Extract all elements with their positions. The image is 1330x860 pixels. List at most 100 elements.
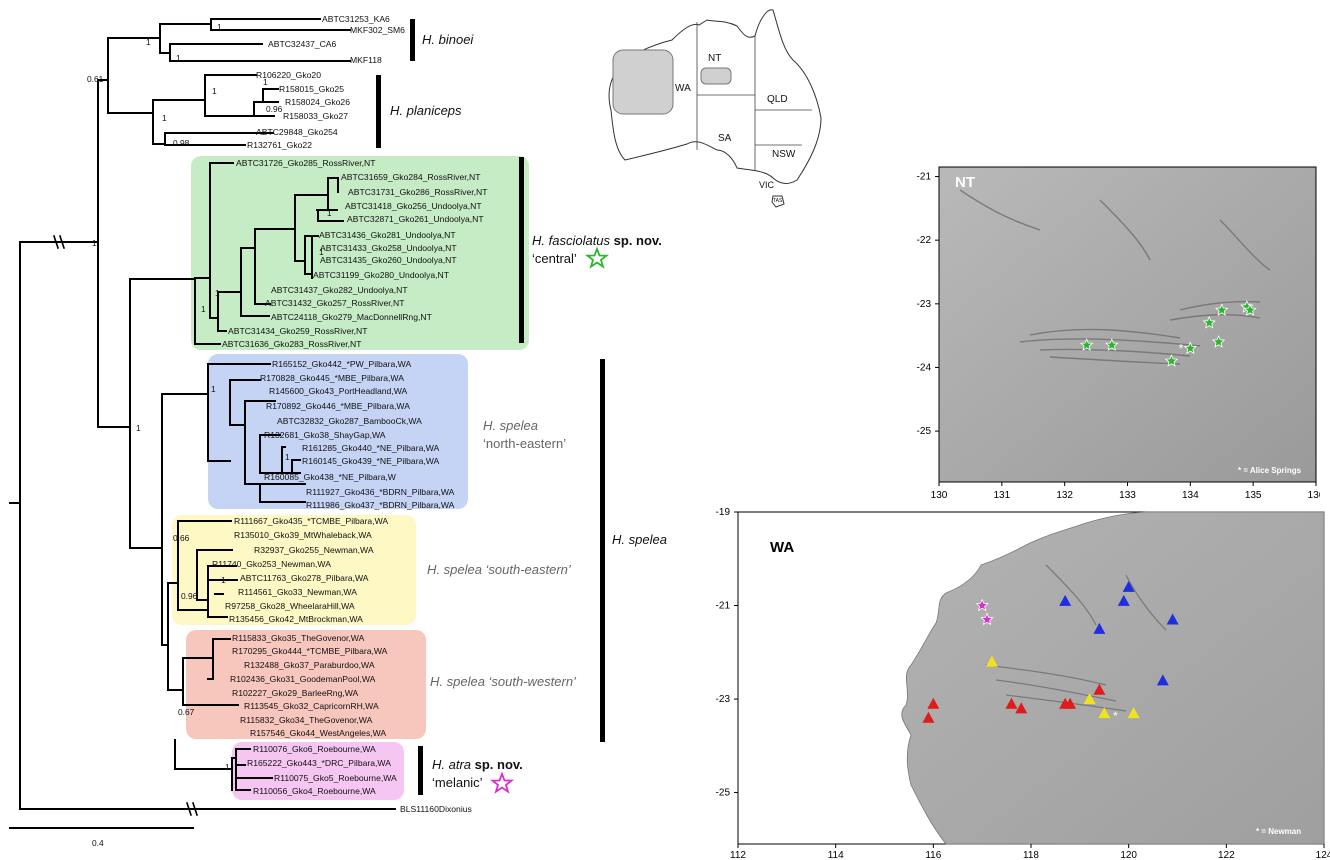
nt-y-tick-label: -22 [917,235,932,246]
nt-map-title: NT [955,174,975,191]
clade-sublabel-melanic: ‘melanic’ [432,775,483,790]
blue-triangle-icon [1117,594,1130,606]
support-value: 1 [212,86,217,96]
green-star-icon [1105,338,1119,351]
nt-map-note: * = Alice Springs [1238,466,1302,475]
wa-ranges [985,564,1167,712]
tip-label: R97258_Gko28_WheelaraHill,WA [225,601,355,611]
green-star-icon [1211,334,1226,348]
tip-label: R114561_Gko33_Newman,WA [238,587,357,597]
red-triangle-icon [1064,697,1077,709]
nt-y-tick-label: -24 [917,362,932,373]
tip-label: ABTC32437_CA6 [268,39,337,49]
support-value: 1 [215,288,220,298]
clade-label-spelea-ne: H. spelea [483,418,538,433]
tip-label: MKF118 [350,55,382,65]
nt-x-tick-label: 135 [1245,490,1262,500]
tip-label: R111927_Gko436_*BDRN_Pilbara,WA [306,487,455,497]
support-value: 1 [285,452,290,462]
wa-locality-points: * [922,580,1179,723]
tip-label: BLS11160Dixonius [400,804,472,814]
green-star-icon [1183,341,1197,355]
nt-locality-points: * [1080,299,1257,367]
tip-label: ABTC31436_Gko281_Undoolya,NT [319,230,456,240]
nt-x-tick-label: 136 [1308,490,1320,500]
clade-box-spelea-south-western [186,630,426,739]
tip-label: R158015_Gko25 [279,84,344,94]
inset-label-nsw: NSW [772,149,796,160]
tip-label: R102227_Gko29_BarleeRng,WA [232,688,359,698]
clade-label-spelea-sw: H. spelea ‘south-western’ [430,674,576,689]
scale-bar-label: 0.4 [92,838,104,848]
tip-label: ABTC31418_Gko256_Undoolya,NT [345,201,482,211]
support-value: 1 [327,208,332,218]
wa-x-tick-label: 112 [730,850,746,860]
clade-bar-fasciolatus [519,157,524,343]
tip-label: ABTC29848_Gko254 [256,127,338,137]
tip-label: MKF302_SM6 [350,25,405,35]
tip-label: R158033_Gko27 [283,111,348,121]
tip-label: ABTC24118_Gko279_MacDonnellRng,NT [271,312,432,322]
support-value: 1 [136,423,141,433]
town-marker-icon: * [1113,709,1118,723]
yellow-triangle-icon [1127,707,1140,719]
support-value: 1 [201,304,206,314]
tip-label: R110076_Gko6_Roebourne,WA [253,744,376,754]
tip-label: R135010_Gko39_MtWhaleback,WA [234,530,372,540]
tip-label: R115832_Gko34_TheGovenor,WA [240,715,373,725]
clade-sub-central: ‘central’ [532,251,577,266]
nt-map-panel: 130 131 132 133 134 135 136 -21 -22 -23 -24 -25 * N… [900,160,1320,500]
red-triangle-icon [927,697,940,709]
tip-label: R160145_Gko439_*NE_Pilbara,WA [302,456,440,466]
nt-x-tick-label: 133 [1119,490,1136,500]
blue-triangle-icon [1093,622,1106,634]
tip-label: R102436_Gko31_GoodemanPool,WA [230,674,376,684]
wa-y-tick-label: -21 [716,601,731,612]
red-triangle-icon [922,711,935,723]
clade-sublabel-spelea-ne: ‘north-eastern’ [483,436,567,451]
support-value: 0.66 [173,533,190,543]
tip-label: R170295_Gko444_*TCMBE_Pilbara,WA [232,646,388,656]
tip-label: R110075_Gko5_Roebourne,WA [274,773,397,783]
wa-map-title: WA [770,539,795,556]
yellow-triangle-icon [985,655,998,667]
support-value: 1 [211,384,216,394]
nt-x-tick-label: 134 [1182,490,1199,500]
green-star-icon [1164,354,1179,367]
tip-label: ABTC31726_Gko285_RossRiver,NT [236,158,376,168]
tip-label: ABTC31659_Gko284_RossRiver,NT [341,172,481,182]
support-value: 1 [319,247,324,257]
clade-status-atra: sp. nov. [471,757,523,772]
clade-label-spelea-se: H. spelea ‘south-eastern’ [427,562,571,577]
nt-y-tick-label: -21 [917,172,932,183]
wa-map-note: * = Newman [1256,827,1302,836]
nt-x-tick-label: 130 [931,490,948,500]
tip-label: R32937_Gko255_Newman,WA [254,545,374,555]
yellow-triangle-icon [1098,707,1111,719]
tip-label: R111986_Gko437_*BDRN_Pilbara,WA [306,500,455,510]
nt-y-tick-label: -23 [917,299,932,310]
tip-label: ABTC31432_Gko257_RossRiver,NT [265,298,405,308]
wa-y-tick-label: -23 [716,694,731,705]
tip-label: ABTC32871_Gko261_Undoolya,NT [347,214,484,224]
inset-label-wa: WA [675,83,691,94]
support-value: 1 [176,53,181,63]
tip-label: R165152_Gko442_*PW_Pilbara,WA [272,359,412,369]
pink-star-icon [980,612,994,626]
nt-x-tick-label: 131 [993,490,1010,500]
nt-range-box [700,67,732,85]
support-value: 1 [263,77,268,87]
tasmania-outline [771,195,785,208]
clade-box-spelea-south-eastern [172,515,416,625]
clade-bar-spelea [600,359,605,742]
clade-bar-binoei [410,19,415,61]
tip-label: R170828_Gko445_*MBE_Pilbara,WA [260,373,404,383]
wa-map-panel: 112 114 116 118 120 122 124 -19 -21 -23 -25 * WA *… [706,505,1330,860]
green-star-icon [1080,338,1094,351]
wa-x-tick-label: 122 [1218,850,1235,860]
green-star-icon [1202,315,1216,329]
tip-label: ABTC31433_Gko258_Undoolya,NT [320,243,457,253]
town-marker-icon: * [1179,341,1184,355]
tip-label: ABTC31199_Gko280_Undoolya,NT [313,270,449,280]
clade-label-fasciolatus: H. fasciolatus sp. nov. [532,233,662,249]
